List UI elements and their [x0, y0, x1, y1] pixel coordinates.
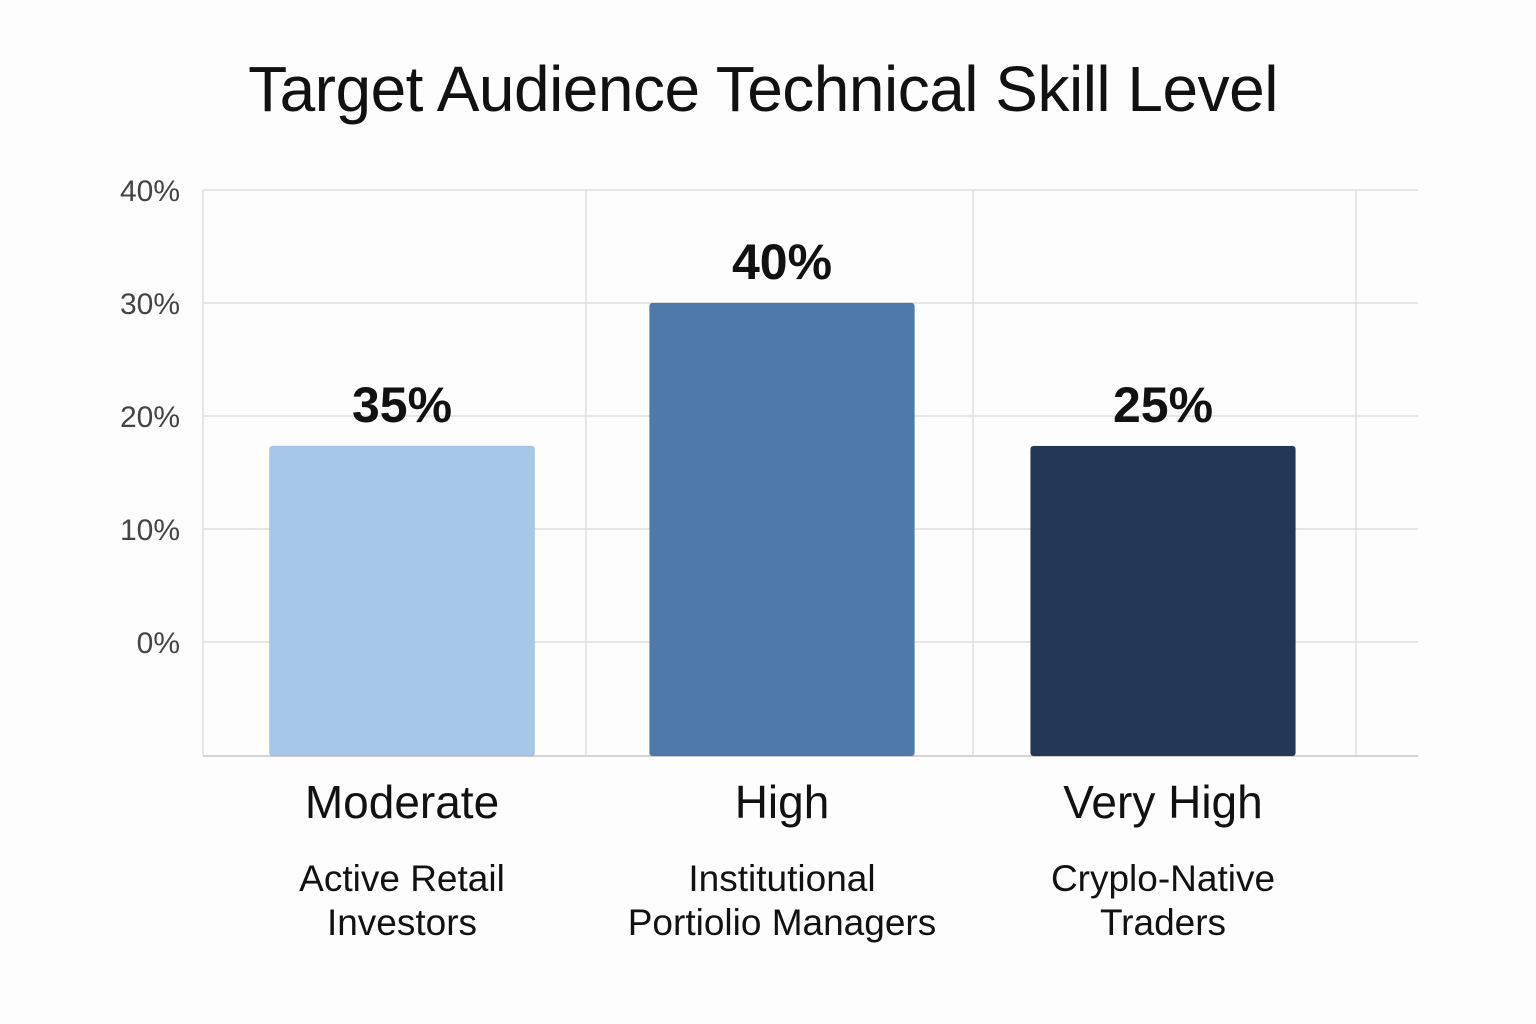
bars: [269, 302, 1296, 757]
audience-label: Investors: [327, 902, 477, 943]
audience-label: Institutional: [688, 858, 875, 899]
category-label: High: [735, 776, 830, 828]
y-tick-label: 0%: [137, 627, 180, 660]
y-axis-ticks: 0% 10% 20% 30% 40%: [120, 175, 180, 660]
audience-label: Cryplo-Native: [1051, 858, 1275, 899]
audience-label: Traders: [1100, 902, 1226, 943]
y-tick-label: 10%: [120, 514, 180, 547]
y-tick-label: 20%: [120, 401, 180, 434]
bar-moderate: [269, 445, 535, 757]
data-label: 25%: [1113, 377, 1213, 433]
y-tick-label: 40%: [120, 175, 180, 208]
audience-label: Portiolio Managers: [628, 902, 936, 943]
y-tick-label: 30%: [120, 288, 180, 321]
category-label: Moderate: [305, 776, 499, 828]
audience-label: Active Retail: [299, 858, 505, 899]
data-label: 40%: [732, 234, 832, 290]
category-label: Very High: [1063, 776, 1262, 828]
bar-very-high: [1030, 445, 1296, 757]
bar-high: [649, 302, 915, 757]
chart-title: Target Audience Technical Skill Level: [248, 53, 1278, 125]
data-label: 35%: [352, 377, 452, 433]
